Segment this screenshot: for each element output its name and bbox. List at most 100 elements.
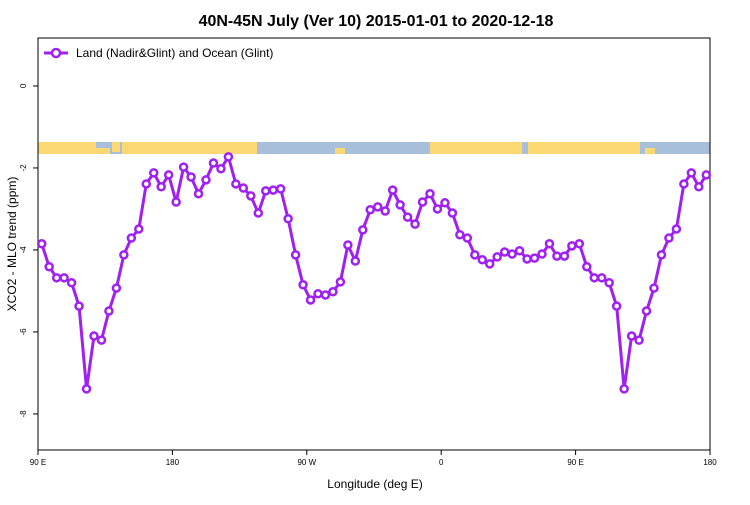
data-point — [410, 219, 420, 229]
data-point — [671, 224, 682, 234]
data-point — [208, 158, 219, 168]
y-tick-label: -8 — [19, 410, 28, 418]
data-point — [604, 277, 614, 288]
data-point — [275, 184, 286, 194]
data-point — [484, 259, 495, 269]
data-point — [380, 206, 390, 216]
data-point — [59, 273, 69, 283]
land-ocean-strip — [38, 142, 710, 154]
data-point — [455, 230, 465, 240]
data-point — [134, 224, 144, 234]
data-point — [477, 255, 488, 265]
x-tick-label: 90 W — [297, 458, 316, 467]
y-tick-label: 0 — [19, 83, 28, 88]
data-point — [320, 290, 331, 300]
data-point — [611, 301, 622, 311]
data-point — [507, 249, 517, 259]
legend: Land (Nadir&Glint) and Ocean (Glint) — [44, 46, 273, 60]
chart-title: 40N-45N July (Ver 10) 2015-01-01 to 2020… — [199, 13, 554, 30]
data-point — [313, 289, 323, 299]
data-point — [619, 384, 629, 394]
data-point — [89, 331, 99, 341]
data-point — [395, 200, 405, 210]
data-point — [36, 239, 47, 249]
plot-frame — [37, 37, 711, 451]
data-point — [298, 280, 308, 290]
data-point — [701, 170, 712, 180]
data-point — [559, 251, 570, 261]
x-tick-label: 180 — [703, 458, 717, 467]
data-point — [567, 241, 577, 251]
data-point — [246, 191, 256, 201]
data-point — [574, 239, 585, 249]
data-point — [514, 246, 525, 256]
series-line — [40, 153, 708, 390]
data-point — [141, 179, 152, 189]
x-axis-label: Longitude (deg E) — [327, 477, 422, 491]
data-point — [148, 168, 159, 178]
data-point — [664, 233, 674, 243]
data-point — [290, 250, 301, 260]
data-point — [335, 277, 346, 287]
y-tick-label: -6 — [19, 328, 28, 336]
data-point — [582, 262, 592, 272]
data-point — [372, 202, 383, 212]
data-point — [178, 162, 189, 172]
data-point — [552, 251, 562, 261]
data-point — [260, 186, 271, 196]
data-point — [694, 182, 704, 192]
data-point — [74, 301, 84, 311]
data-point — [328, 287, 338, 297]
data-point — [387, 185, 398, 195]
data-point — [96, 335, 107, 345]
data-point — [81, 384, 92, 394]
data-point — [51, 273, 62, 283]
data-point — [193, 189, 204, 199]
data-point — [686, 168, 697, 178]
data-point — [66, 277, 77, 288]
data-point — [358, 225, 368, 235]
x-tick-label: 0 — [439, 458, 444, 467]
data-point — [283, 214, 293, 224]
data-point — [522, 254, 532, 264]
data-point — [492, 252, 502, 262]
data-point — [268, 185, 278, 195]
data-point — [186, 172, 196, 182]
data-point — [231, 179, 241, 189]
data-point — [253, 208, 264, 218]
data-point — [171, 197, 181, 207]
data-point — [649, 283, 659, 293]
x-tick-label: 180 — [166, 458, 180, 467]
x-tick-label: 90 E — [567, 458, 583, 467]
data-point — [447, 208, 458, 218]
data-point — [589, 273, 600, 283]
data-point — [163, 170, 174, 180]
data-point — [679, 179, 689, 189]
data-point — [44, 262, 54, 272]
x-tick-label: 90 E — [30, 458, 46, 467]
data-point — [343, 240, 353, 250]
data-point — [156, 182, 166, 192]
data-point — [544, 239, 555, 249]
data-point — [417, 197, 428, 207]
data-point — [529, 253, 540, 263]
data-point — [223, 152, 234, 162]
data-point — [537, 249, 547, 259]
data-point — [596, 273, 607, 283]
data-point — [440, 198, 450, 208]
data-point — [365, 205, 376, 215]
data-point — [305, 295, 316, 305]
data-point — [499, 247, 510, 257]
data-point — [201, 175, 211, 185]
data-point — [402, 212, 413, 222]
data-point — [432, 204, 443, 214]
y-tick-label: -2 — [19, 164, 28, 172]
data-point — [425, 189, 435, 199]
data-point — [656, 250, 667, 260]
legend-label: Land (Nadir&Glint) and Ocean (Glint) — [76, 46, 273, 60]
data-point — [126, 233, 137, 243]
y-tick-label: -4 — [19, 246, 28, 254]
data-point — [111, 283, 122, 293]
data-point — [462, 233, 473, 243]
